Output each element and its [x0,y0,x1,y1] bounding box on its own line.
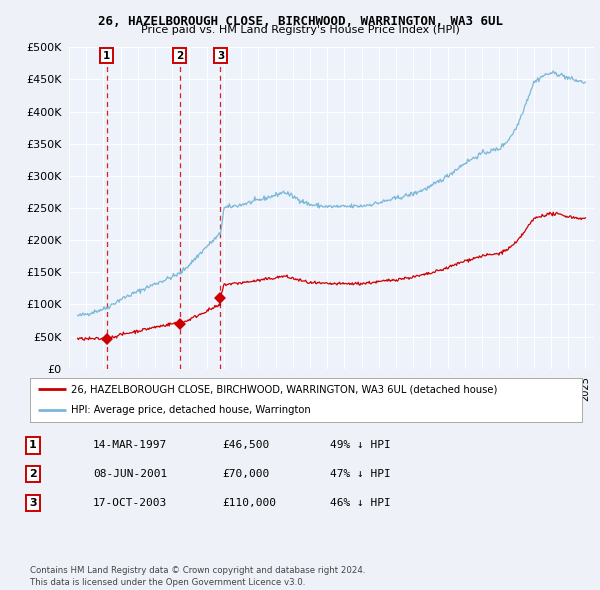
Text: 3: 3 [217,51,224,61]
Text: £110,000: £110,000 [222,499,276,508]
Text: Contains HM Land Registry data © Crown copyright and database right 2024.
This d: Contains HM Land Registry data © Crown c… [30,566,365,587]
Text: 26, HAZELBOROUGH CLOSE, BIRCHWOOD, WARRINGTON, WA3 6UL: 26, HAZELBOROUGH CLOSE, BIRCHWOOD, WARRI… [97,15,503,28]
Text: 08-JUN-2001: 08-JUN-2001 [93,470,167,479]
Text: 47% ↓ HPI: 47% ↓ HPI [330,470,391,479]
Text: Price paid vs. HM Land Registry's House Price Index (HPI): Price paid vs. HM Land Registry's House … [140,25,460,35]
Text: 2: 2 [29,470,37,479]
Text: HPI: Average price, detached house, Warrington: HPI: Average price, detached house, Warr… [71,405,311,415]
Text: 2: 2 [176,51,184,61]
Text: 46% ↓ HPI: 46% ↓ HPI [330,499,391,508]
Text: 1: 1 [29,441,37,450]
Text: 3: 3 [29,499,37,508]
Text: 14-MAR-1997: 14-MAR-1997 [93,441,167,450]
Text: £46,500: £46,500 [222,441,269,450]
Text: 49% ↓ HPI: 49% ↓ HPI [330,441,391,450]
Text: 1: 1 [103,51,110,61]
Text: £70,000: £70,000 [222,470,269,479]
Text: 17-OCT-2003: 17-OCT-2003 [93,499,167,508]
Text: 26, HAZELBOROUGH CLOSE, BIRCHWOOD, WARRINGTON, WA3 6UL (detached house): 26, HAZELBOROUGH CLOSE, BIRCHWOOD, WARRI… [71,384,498,394]
